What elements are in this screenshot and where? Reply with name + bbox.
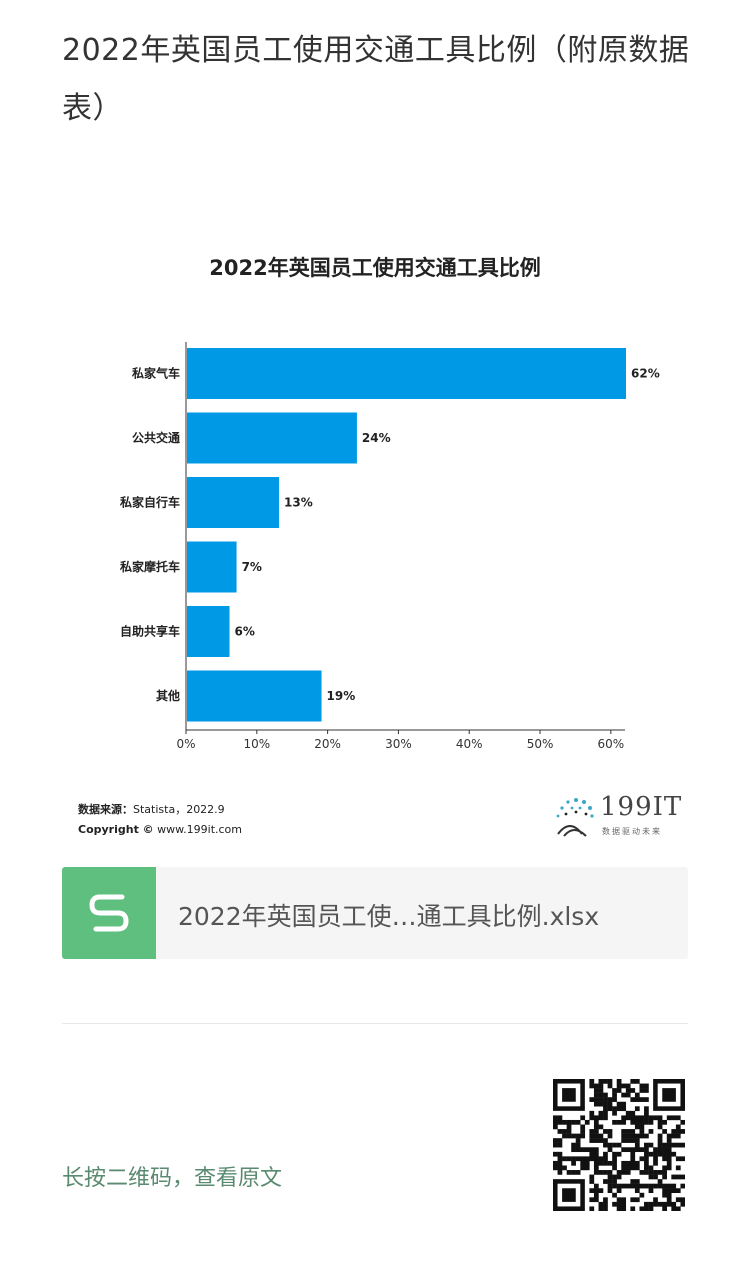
bar	[187, 412, 357, 464]
copyright-label: Copyright ©	[78, 823, 154, 836]
category-label: 私家摩托车	[119, 559, 180, 574]
value-label: 24%	[362, 431, 391, 445]
copyright-text: www.199it.com	[157, 823, 243, 836]
chart-title: 2022年英国员工使用交通工具比例	[209, 256, 541, 280]
chart: 2022年英国员工使用交通工具比例 私家气车 62% 公共交通 24% 私家自行车 13%…	[62, 240, 688, 850]
source-label: 数据来源：	[78, 803, 133, 816]
source-text: Statista，2022.9	[133, 803, 225, 816]
brand-logo: 199IT 数据驱动未来	[552, 792, 682, 842]
divider	[62, 1023, 688, 1024]
value-label: 19%	[327, 689, 356, 703]
x-tick-label: 10%	[243, 737, 270, 751]
x-tick-label: 60%	[598, 737, 625, 751]
article-title: 2022年英国员工使用交通工具比例（附原数据表）	[62, 33, 690, 126]
qr-code-icon[interactable]	[553, 1079, 686, 1212]
attachment-card[interactable]: 2022年英国员工使…通工具比例.xlsx	[62, 867, 688, 959]
x-tick-label: 30%	[385, 737, 412, 751]
x-tick-label: 20%	[314, 737, 341, 751]
brand-tagline: 数据驱动未来	[602, 827, 662, 836]
bar	[187, 348, 626, 399]
source-block: 数据来源：Statista，2022.9 Copyright © www.199…	[78, 800, 242, 840]
bar	[187, 541, 237, 593]
copyright-line: Copyright © www.199it.com	[78, 820, 242, 840]
dandelion-icon	[556, 798, 594, 837]
category-label: 私家自行车	[119, 495, 180, 510]
value-label: 6%	[234, 625, 254, 639]
bar	[187, 606, 230, 657]
category-label: 公共交通	[132, 430, 180, 445]
x-tick-label: 0%	[176, 737, 195, 751]
x-tick-label: 40%	[456, 737, 483, 751]
chart-svg: 私家气车 62% 公共交通 24% 私家自行车 13% 私家摩托车 7% 自助共享车 6% 其他 19…	[119, 342, 660, 751]
x-tick-label: 50%	[527, 737, 554, 751]
spreadsheet-s-icon	[62, 867, 156, 959]
value-label: 13%	[284, 496, 313, 510]
source-line: 数据来源：Statista，2022.9	[78, 800, 242, 820]
category-label: 自助共享车	[120, 624, 180, 639]
value-label: 62%	[631, 367, 660, 381]
attachment-file-name: 2022年英国员工使…通工具比例.xlsx	[178, 902, 600, 931]
qr-hint-text: 长按二维码，查看原文	[62, 1166, 283, 1191]
bar	[187, 477, 280, 528]
category-label: 其他	[156, 688, 180, 703]
category-label: 私家气车	[131, 366, 180, 381]
value-label: 7%	[242, 560, 262, 574]
bar	[187, 670, 322, 722]
brand-name: 199IT	[600, 792, 683, 822]
